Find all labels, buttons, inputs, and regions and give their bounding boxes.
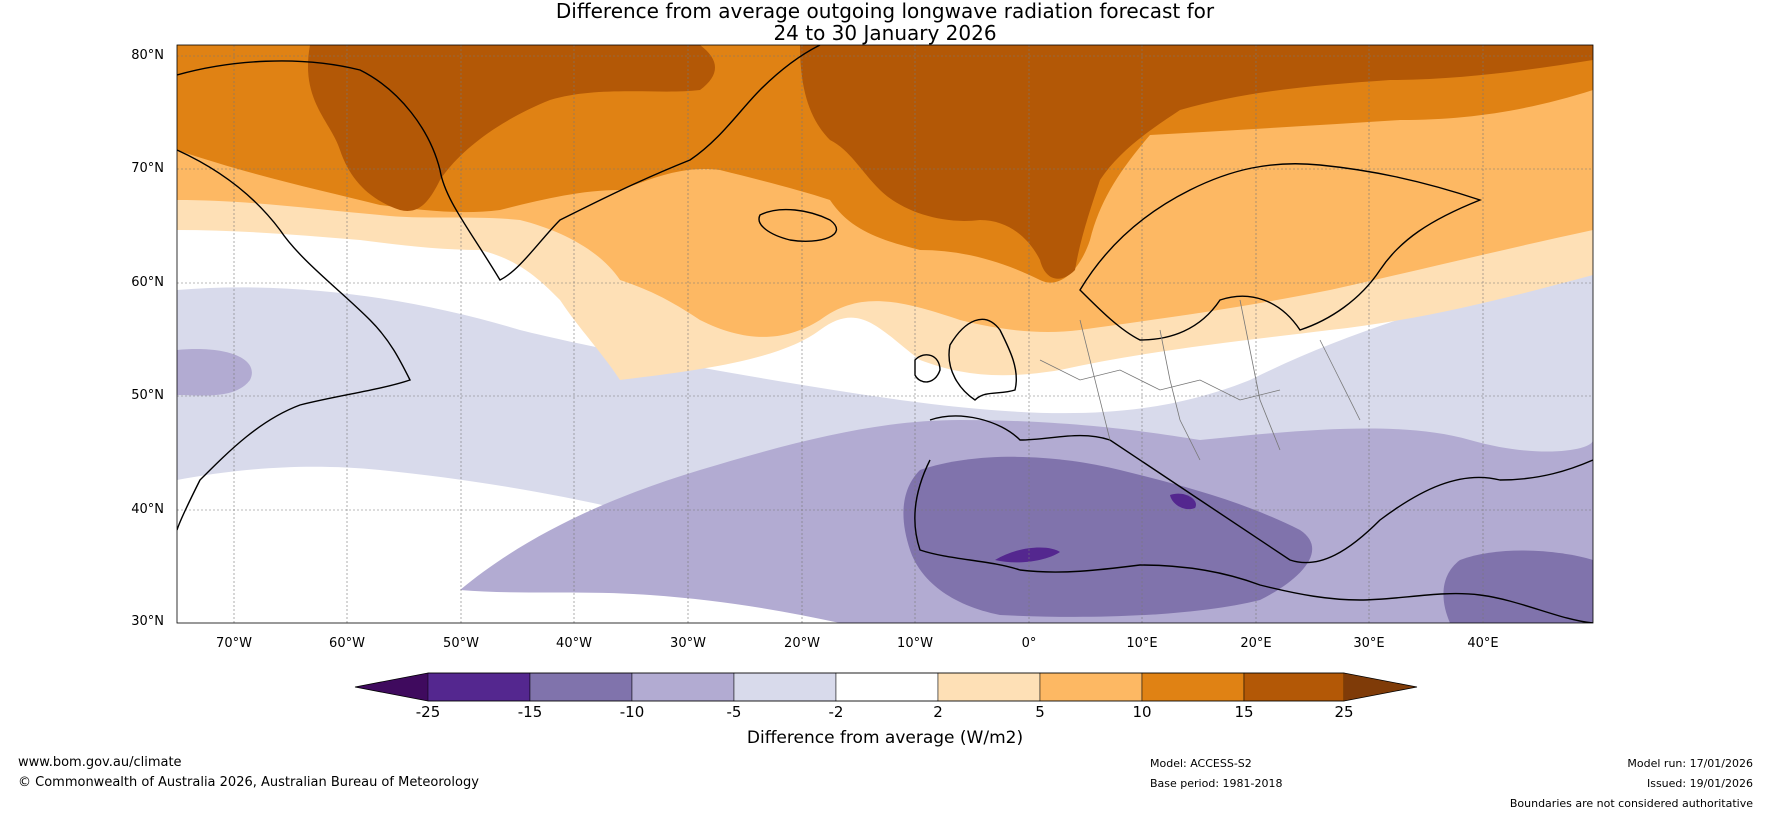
colorbar-extend-low <box>355 673 428 701</box>
coastlines <box>177 45 1593 623</box>
map-frame <box>176 44 1594 624</box>
colorbar-tick-label: -10 <box>619 703 645 721</box>
colorbar-tick-label: -15 <box>517 703 543 721</box>
country-borders <box>1039 299 1361 461</box>
lat-label: 70°N <box>131 161 164 176</box>
colorbar-bin <box>529 672 633 702</box>
map-title-line1: Difference from average outgoing longwav… <box>555 0 1215 23</box>
footer-model: Model: ACCESS-S2 <box>1150 757 1252 770</box>
lon-label: 70°W <box>216 636 252 651</box>
lon-label: 40°W <box>556 636 592 651</box>
colorbar-tick-label: -2 <box>828 703 844 721</box>
lon-label: 10°W <box>897 636 933 651</box>
lat-label: 80°N <box>131 48 164 63</box>
footer-disclaimer: Boundaries are not considered authoritat… <box>1509 797 1753 810</box>
lon-label: 30°W <box>670 636 706 651</box>
lat-label: 40°N <box>131 502 164 517</box>
footer-base-period: Base period: 1981-2018 <box>1150 777 1283 790</box>
anomaly-very-strong-positive-greenland <box>307 45 715 211</box>
colorbar-bin <box>733 672 837 702</box>
colorbar <box>354 672 1418 702</box>
lon-label: 20°W <box>784 636 820 651</box>
anomaly-medium-negative-west <box>177 349 252 396</box>
footer-issued: Issued: 19/01/2026 <box>1646 777 1753 790</box>
colorbar-tick-label: 15 <box>1234 703 1254 721</box>
anomaly-field <box>177 45 1593 623</box>
colorbar-tick-label: 10 <box>1132 703 1152 721</box>
anomaly-strong-negative-east <box>1443 550 1593 623</box>
anomaly-very-strong-positive-norwegian-sea <box>800 45 1593 279</box>
graticule <box>177 45 1593 623</box>
anomaly-very-strong-negative <box>1170 493 1196 510</box>
colorbar-bin <box>1243 672 1345 702</box>
lon-label: 60°W <box>329 636 365 651</box>
colorbar-bin <box>427 672 531 702</box>
colorbar-tick-label: 25 <box>1334 703 1354 721</box>
colorbar-bin <box>1141 672 1245 702</box>
lon-label: 20°E <box>1240 636 1272 651</box>
colorbar-extend-high <box>1344 673 1417 701</box>
lat-label: 60°N <box>131 275 164 290</box>
anomaly-strong-negative <box>903 456 1313 617</box>
anomaly-very-strong-negative-2 <box>995 547 1060 563</box>
footer-model-run: Model run: 17/01/2026 <box>1627 757 1753 770</box>
colorbar-tick-label: 5 <box>1035 703 1045 721</box>
footer-website[interactable]: www.bom.gov.au/climate <box>18 755 182 770</box>
lon-label: 40°E <box>1467 636 1499 651</box>
lat-label: 30°N <box>131 614 164 629</box>
colorbar-title: Difference from average (W/m2) <box>746 728 1024 748</box>
lon-label: 10°E <box>1126 636 1158 651</box>
colorbar-bin <box>835 672 939 702</box>
map-title-line2: 24 to 30 January 2026 <box>773 21 997 45</box>
lat-label: 50°N <box>131 388 164 403</box>
footer-copyright: © Commonwealth of Australia 2026, Austra… <box>18 775 479 790</box>
lon-label: 0° <box>1021 636 1037 651</box>
colorbar-bin <box>937 672 1041 702</box>
colorbar-bin <box>631 672 735 702</box>
colorbar-bin <box>1039 672 1143 702</box>
lon-label: 50°W <box>443 636 479 651</box>
colorbar-tick-label: 2 <box>933 703 943 721</box>
colorbar-tick-label: -25 <box>415 703 441 721</box>
lon-label: 30°E <box>1353 636 1385 651</box>
colorbar-tick-label: -5 <box>726 703 742 721</box>
